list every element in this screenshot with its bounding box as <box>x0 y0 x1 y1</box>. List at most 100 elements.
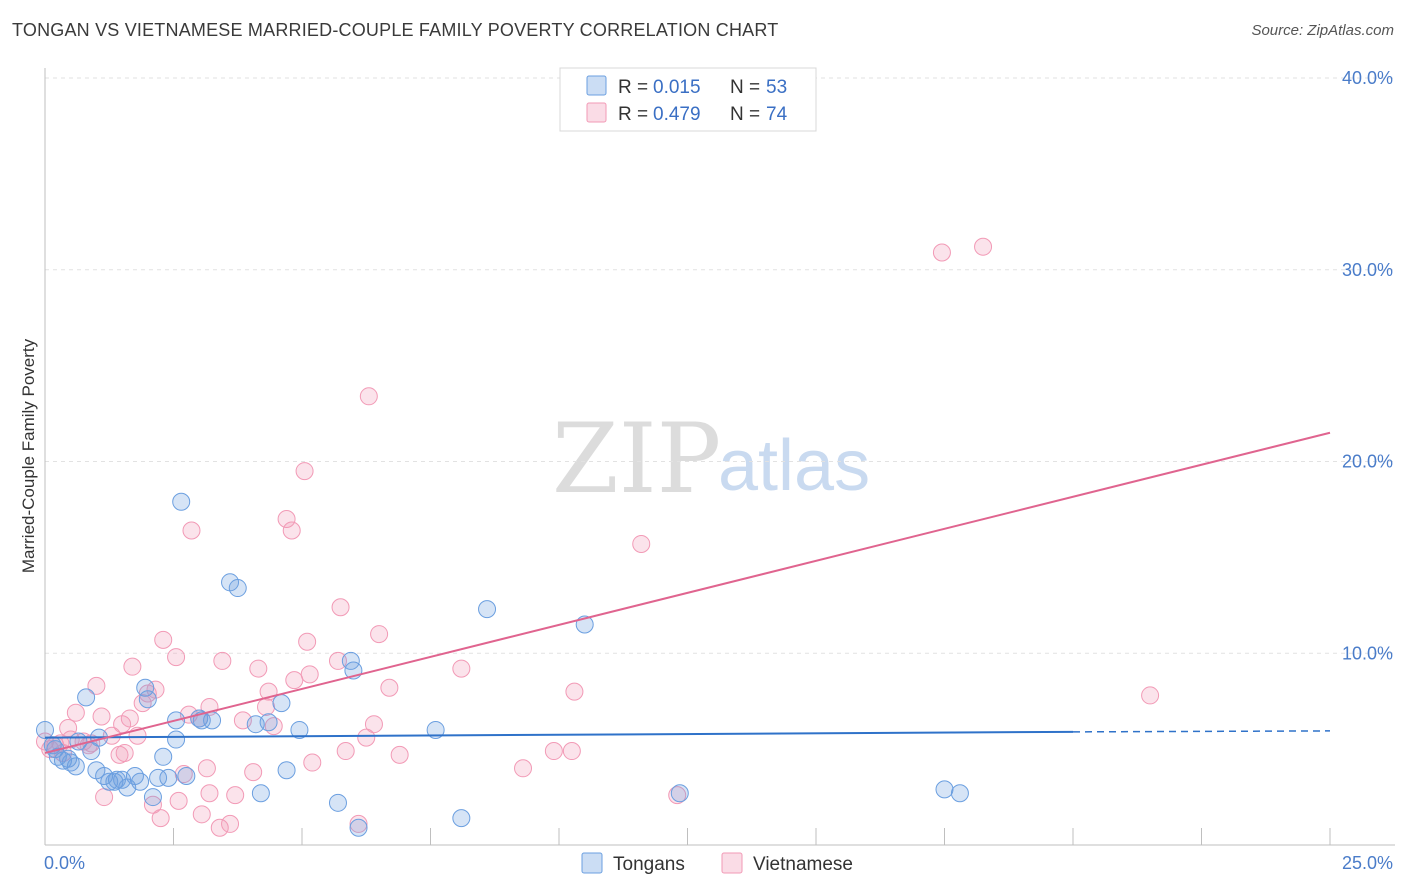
tongans-point <box>670 784 689 803</box>
tongans-point <box>138 690 157 709</box>
trend-lines <box>44 431 1331 754</box>
tongans-point <box>452 809 471 828</box>
x-tick-label-min: 0.0% <box>44 853 85 873</box>
tongans-point <box>61 753 80 772</box>
vietnamese-point <box>66 703 85 722</box>
tongans-point <box>82 742 101 761</box>
vietnamese-point <box>226 786 245 805</box>
vietnamese-point <box>210 818 229 837</box>
tongans-trend-line <box>44 730 1074 739</box>
legend-n-label-vietnamese: N = <box>730 104 760 125</box>
legend-n-value-tongans: 53 <box>766 77 787 98</box>
legend-box <box>559 67 817 132</box>
y-tick-label: 20.0% <box>1342 452 1393 472</box>
vietnamese-point <box>357 728 376 747</box>
vietnamese-point <box>974 237 993 256</box>
watermark-zip: ZIP <box>552 403 721 515</box>
vietnamese-point <box>380 678 399 697</box>
tongans-point <box>136 678 155 697</box>
vietnamese-point <box>632 534 651 553</box>
legend-n-value-vietnamese: 74 <box>766 104 788 125</box>
vietnamese-point <box>562 742 581 761</box>
stats-legend: R = 0.015 N = 53 R = 0.479 N = 74 <box>559 67 817 132</box>
vietnamese-point <box>167 648 186 667</box>
vietnamese-point <box>328 651 347 670</box>
vietnamese-point <box>298 632 317 651</box>
vietnamese-points <box>36 237 1160 837</box>
y-tick-label: 30.0% <box>1342 260 1393 280</box>
vietnamese-point <box>668 786 687 805</box>
vietnamese-point <box>1141 686 1160 705</box>
tongans-point <box>77 688 96 707</box>
axes: 10.0% 20.0% 30.0% 40.0% 0.0% 25.0% <box>44 68 1395 873</box>
bottom-legend-label-vietnamese: Vietnamese <box>753 854 853 875</box>
legend-swatch-tongans <box>586 75 607 96</box>
tongans-point <box>328 793 347 812</box>
vietnamese-point <box>151 809 170 828</box>
vietnamese-point <box>244 763 263 782</box>
vietnamese-point <box>182 521 201 540</box>
vietnamese-point <box>336 742 355 761</box>
vietnamese-point <box>192 805 211 824</box>
tongans-point <box>290 720 309 739</box>
vietnamese-point <box>300 665 319 684</box>
legend-swatch-vietnamese <box>586 102 607 123</box>
tongans-point <box>107 770 126 789</box>
tongans-trend-line-extension <box>1072 730 1331 733</box>
vietnamese-point <box>249 659 268 678</box>
vietnamese-point <box>349 814 368 833</box>
series-legend: Tongans Vietnamese <box>581 852 853 875</box>
vietnamese-point <box>295 462 314 481</box>
tongans-point <box>143 788 162 807</box>
vietnamese-point <box>197 759 216 778</box>
vietnamese-point <box>213 651 232 670</box>
tongans-point <box>192 711 211 730</box>
vietnamese-point <box>282 521 301 540</box>
vietnamese-point <box>932 243 951 262</box>
tongans-point <box>935 780 954 799</box>
tongans-point <box>277 761 296 780</box>
vietnamese-point <box>390 745 409 764</box>
vietnamese-point <box>123 657 142 676</box>
vietnamese-point <box>285 671 304 690</box>
y-tick-label: 40.0% <box>1342 68 1393 88</box>
legend-r-label-vietnamese: R = <box>618 104 648 125</box>
x-tick-label-max: 25.0% <box>1342 853 1393 873</box>
vietnamese-point <box>359 387 378 406</box>
vietnamese-point <box>87 676 106 695</box>
vietnamese-point <box>221 814 240 833</box>
vietnamese-point <box>92 707 111 726</box>
vietnamese-point <box>303 753 322 772</box>
tongans-point <box>159 768 178 787</box>
vietnamese-point <box>154 630 173 649</box>
vietnamese-point <box>452 659 471 678</box>
tongans-point <box>131 772 150 791</box>
chart-title: TONGAN VS VIETNAMESE MARRIED-COUPLE FAMI… <box>12 20 779 40</box>
vietnamese-point <box>514 759 533 778</box>
bottom-legend-label-tongans: Tongans <box>613 854 685 875</box>
tongans-point <box>177 766 196 785</box>
vietnamese-point <box>120 709 139 728</box>
tongans-point <box>259 713 278 732</box>
tongans-point <box>36 720 54 739</box>
vietnamese-point <box>544 742 563 761</box>
tongans-point <box>426 720 445 739</box>
bottom-legend-swatch-tongans <box>581 852 603 874</box>
tongans-point <box>125 766 144 785</box>
y-tick-label: 10.0% <box>1342 643 1393 663</box>
legend-n-label-tongans: N = <box>730 77 760 98</box>
vietnamese-point <box>115 743 134 762</box>
vietnamese-point <box>257 697 276 716</box>
vietnamese-point <box>364 715 383 734</box>
tongans-point <box>251 784 270 803</box>
vietnamese-point <box>370 625 389 644</box>
tongans-point <box>172 492 191 511</box>
legend-r-value-tongans: 0.015 <box>653 77 701 98</box>
tongans-point <box>149 768 168 787</box>
legend-r-value-vietnamese: 0.479 <box>653 104 701 125</box>
tongans-point <box>272 694 291 713</box>
tongans-point <box>154 747 173 766</box>
vietnamese-point <box>565 682 584 701</box>
vietnamese-point <box>143 795 162 814</box>
